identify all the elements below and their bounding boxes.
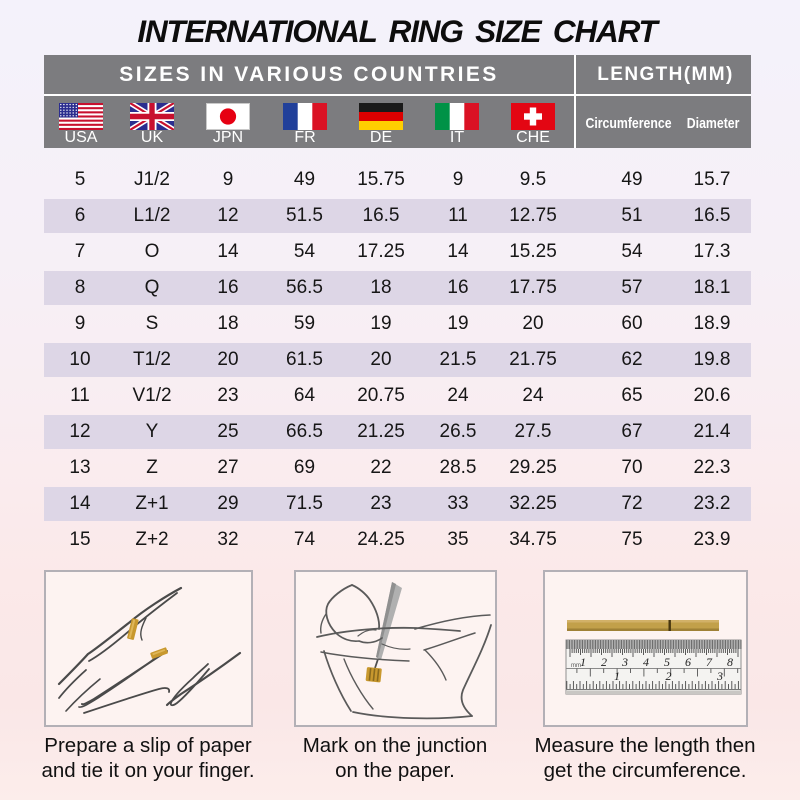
- svg-text:3: 3: [621, 655, 628, 669]
- svg-text:1: 1: [580, 655, 586, 669]
- svg-text:4: 4: [643, 655, 649, 669]
- svg-text:8: 8: [727, 655, 733, 669]
- svg-text:1: 1: [614, 669, 620, 683]
- svg-text:mm: mm: [571, 663, 581, 669]
- svg-text:2: 2: [601, 655, 607, 669]
- svg-text:7: 7: [706, 655, 713, 669]
- svg-text:6: 6: [685, 655, 691, 669]
- svg-text:5: 5: [664, 655, 670, 669]
- svg-text:2: 2: [666, 669, 672, 683]
- svg-text:3: 3: [716, 669, 723, 683]
